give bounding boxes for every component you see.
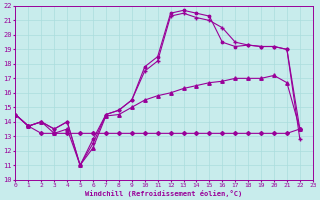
X-axis label: Windchill (Refroidissement éolien,°C): Windchill (Refroidissement éolien,°C) [85,190,243,197]
